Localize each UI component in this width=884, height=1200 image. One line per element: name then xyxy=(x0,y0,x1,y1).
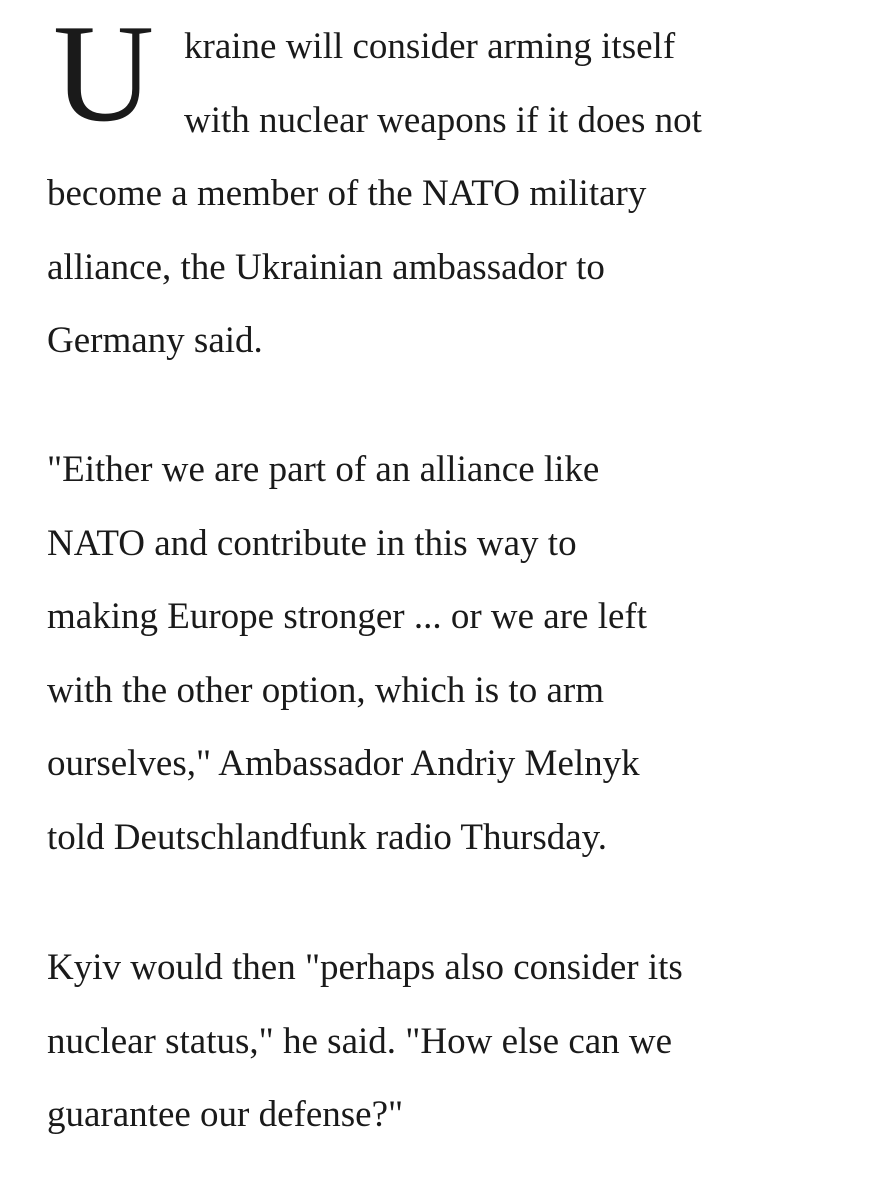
paragraph-line: Kyiv would then "perhaps also consider i… xyxy=(47,947,683,988)
paragraph-line: with nuclear weapons if it does not xyxy=(184,99,702,141)
paragraph-line: alliance, the Ukrainian ambassador to xyxy=(47,246,605,288)
paragraph-line: kraine will consider arming itself xyxy=(184,26,676,67)
paragraph-line: told Deutschlandfunk radio Thursday. xyxy=(47,816,608,858)
paragraph-line: ourselves," Ambassador Andriy Melnyk xyxy=(47,743,640,784)
paragraph-1: kraine will consider arming itself with … xyxy=(47,10,702,378)
paragraph-line: NATO and contribute in this way to xyxy=(47,522,577,564)
paragraph-2: "Either we are part of an alliance like … xyxy=(47,433,647,874)
paragraph-3: Kyiv would then "perhaps also consider i… xyxy=(47,931,683,1152)
paragraph-line: "Either we are part of an alliance like xyxy=(47,449,600,490)
drop-cap: U xyxy=(53,0,155,151)
paragraph-line: Germany said. xyxy=(47,320,263,361)
paragraph-line: with the other option, which is to arm xyxy=(47,669,604,711)
paragraph-line: guarantee our defense?" xyxy=(47,1094,404,1135)
paragraph-line: nuclear status," he said. "How else can … xyxy=(47,1020,673,1062)
paragraph-line: become a member of the NATO military xyxy=(47,173,647,214)
paragraph-line: making Europe stronger ... or we are lef… xyxy=(47,596,648,637)
